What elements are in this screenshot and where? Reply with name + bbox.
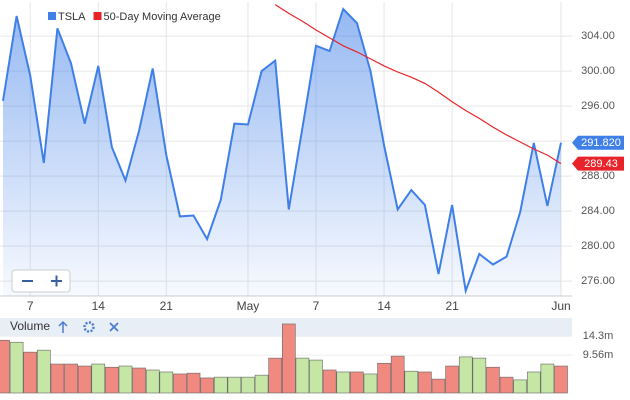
y-tick-label: 304.00: [581, 30, 615, 42]
volume-bar: [418, 371, 432, 394]
volume-bar: [23, 351, 38, 394]
close-icon[interactable]: [109, 322, 119, 332]
x-tick-label: 21: [160, 299, 174, 313]
y-tick-label: 280.00: [581, 240, 615, 252]
last-value-badge: [572, 156, 624, 171]
volume-bar: [254, 374, 269, 394]
last-value-label: 289.43: [584, 158, 618, 170]
volume-bar: [241, 376, 255, 394]
volume-bar: [9, 341, 24, 394]
volume-bar: [227, 376, 242, 394]
volume-bar: [350, 371, 364, 394]
volume-bar: [309, 359, 323, 394]
settings-icon[interactable]: [83, 321, 95, 333]
volume-bar: [322, 369, 337, 394]
volume-bar: [213, 376, 228, 394]
legend-swatch: [93, 12, 102, 20]
volume-bar: [145, 369, 160, 394]
volume-bar: [105, 366, 119, 394]
volume-bar: [526, 371, 541, 394]
volume-bar: [377, 362, 391, 394]
move-up-icon[interactable]: [58, 320, 68, 333]
legend-label: 50-Day Moving Average: [104, 11, 221, 23]
volume-bar: [118, 365, 133, 394]
volume-bar: [336, 371, 351, 394]
volume-bar: [132, 367, 146, 394]
y-tick-label: 276.00: [581, 275, 615, 287]
volume-bar: [486, 366, 500, 394]
last-value-badge: [572, 135, 624, 150]
y-tick-label: 288.00: [581, 170, 615, 182]
volume-bar: [513, 379, 527, 394]
x-tick-label: 14: [377, 299, 391, 313]
volume-bar: [37, 349, 51, 394]
x-tick-label: May: [237, 299, 260, 313]
volume-panel: [0, 323, 572, 394]
y-tick-label: 296.00: [581, 100, 615, 112]
volume-bar: [472, 357, 487, 394]
volume-bar: [91, 363, 106, 394]
volume-bar: [50, 363, 65, 394]
volume-bar: [404, 370, 419, 394]
x-tick-label: Jun: [551, 299, 570, 313]
x-tick-label: 7: [313, 299, 320, 313]
volume-bar: [186, 372, 201, 394]
volume-tick-label: 9.56m: [583, 349, 614, 361]
volume-bar: [77, 365, 92, 394]
legend-label: TSLA: [58, 11, 86, 23]
volume-bar: [268, 357, 282, 394]
volume-bar: [390, 355, 405, 394]
x-tick-label: 7: [27, 299, 34, 313]
volume-bar: [554, 365, 568, 394]
volume-bar: [173, 373, 187, 394]
volume-bar: [282, 323, 296, 394]
volume-bar: [0, 339, 10, 394]
zoom-controls: [11, 269, 71, 293]
volume-tick-label: 14.3m: [583, 330, 614, 342]
volume-bar: [363, 373, 378, 394]
legend-swatch: [48, 12, 56, 20]
volume-label: Volume: [10, 319, 50, 333]
volume-bar: [295, 357, 310, 394]
y-tick-label: 284.00: [581, 205, 615, 217]
moving-average-line: [274, 4, 562, 165]
plot: [2, 4, 562, 296]
price-line: [2, 7, 562, 295]
volume-bar: [200, 377, 214, 394]
y-tick-label: 300.00: [581, 65, 615, 77]
x-tick-label: 14: [92, 299, 106, 313]
volume-bar: [159, 371, 174, 394]
volume-bar: [431, 378, 446, 394]
volume-bar: [458, 356, 473, 394]
zoom-in-button[interactable]: [51, 275, 62, 287]
volume-bar: [499, 376, 514, 394]
last-value-label: 291.820: [581, 137, 621, 149]
legend: TSLA 50-Day Moving Average: [48, 11, 221, 23]
volume-bar: [64, 363, 78, 394]
volume-bar: [445, 365, 459, 394]
volume-bar: [540, 363, 555, 394]
x-tick-label: 21: [445, 299, 459, 313]
price-area: [3, 9, 561, 296]
